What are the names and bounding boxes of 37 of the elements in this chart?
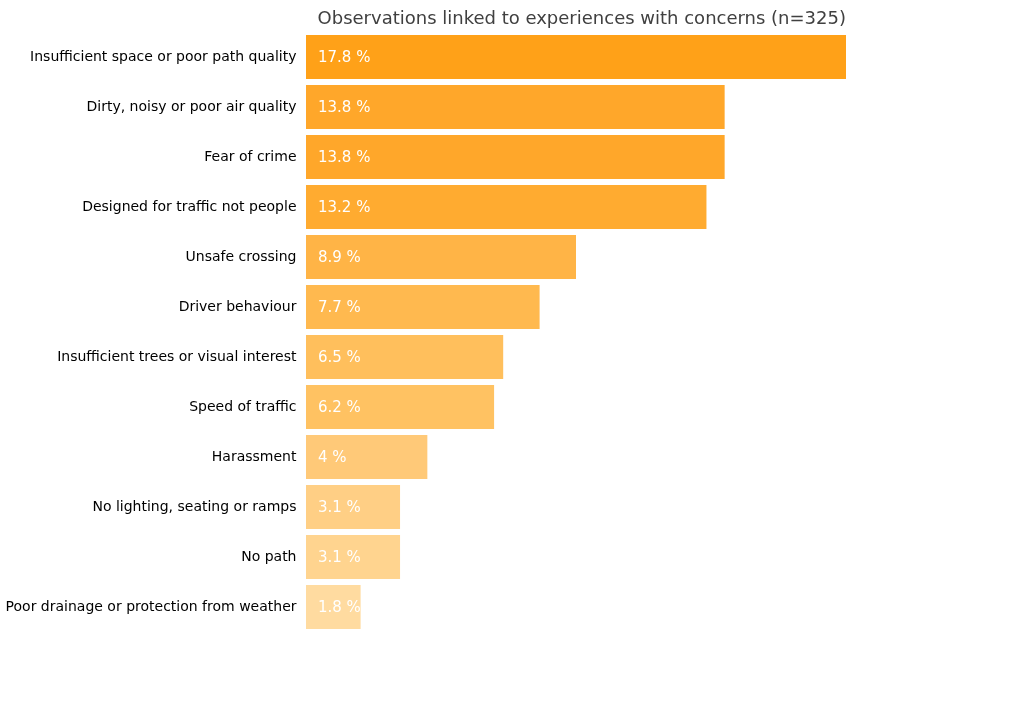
bar: [306, 285, 540, 329]
bar: [306, 485, 401, 529]
bar: [306, 585, 361, 629]
data-label: 3.1 %: [318, 548, 361, 566]
data-label: 6.5 %: [318, 348, 361, 366]
y-tick-label: Poor drainage or protection from weather: [5, 598, 297, 614]
bar: [306, 335, 504, 379]
y-tick-label: Unsafe crossing: [185, 248, 297, 264]
y-tick-label: Driver behaviour: [178, 298, 297, 314]
y-tick-label: Insufficient space or poor path quality: [30, 48, 297, 64]
y-tick-label: No lighting, seating or ramps: [92, 498, 297, 514]
bar: [306, 235, 576, 279]
data-label: 4 %: [318, 448, 347, 466]
y-tick-label: Speed of traffic: [189, 398, 297, 414]
data-label: 3.1 %: [318, 498, 361, 516]
data-label: 7.7 %: [318, 298, 361, 316]
y-tick-label: Insufficient trees or visual interest: [57, 348, 297, 364]
data-label: 8.9 %: [318, 248, 361, 266]
bar: [306, 435, 428, 479]
bar: [306, 35, 846, 79]
data-label: 6.2 %: [318, 398, 361, 416]
data-label: 13.8 %: [318, 98, 371, 116]
bar: [306, 135, 725, 179]
y-tick-label: Designed for traffic not people: [82, 198, 297, 214]
bar: [306, 185, 707, 229]
bar: [306, 535, 401, 579]
data-label: 13.8 %: [318, 148, 371, 166]
y-tick-label: No path: [241, 548, 297, 564]
chart-title: Observations linked to experiences with concerns (n=325): [317, 7, 846, 28]
y-tick-label: Fear of crime: [204, 148, 297, 164]
bar: [306, 385, 495, 429]
y-tick-label: Dirty, noisy or poor air quality: [86, 98, 297, 114]
bar: [306, 85, 725, 129]
data-label: 13.2 %: [318, 198, 371, 216]
data-label: 1.8 %: [318, 598, 361, 616]
data-label: 17.8 %: [318, 48, 371, 66]
y-tick-label: Harassment: [211, 448, 297, 464]
